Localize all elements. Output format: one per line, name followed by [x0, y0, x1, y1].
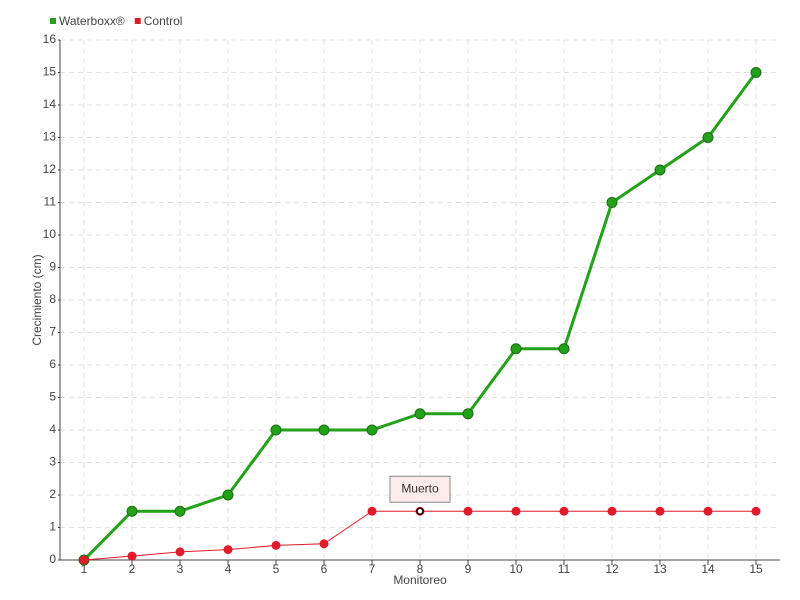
- x-tick-label: 7: [369, 562, 376, 576]
- x-tick-label: 5: [273, 562, 280, 576]
- data-point: [654, 164, 666, 176]
- y-tick-label: 3: [49, 455, 56, 469]
- y-tick-label: 7: [49, 325, 56, 339]
- data-point: [510, 343, 522, 355]
- data-point: [558, 343, 570, 355]
- data-point: [366, 424, 378, 436]
- x-tick-label: 12: [605, 562, 619, 576]
- data-point: [126, 505, 138, 517]
- data-point: [463, 506, 473, 516]
- y-axis-label: Crecimiento (cm): [30, 254, 44, 345]
- data-point: [750, 67, 762, 78]
- y-tick-label: 10: [43, 227, 57, 241]
- x-tick-label: 3: [177, 562, 184, 576]
- data-point: [751, 506, 761, 516]
- legend-swatch: [50, 18, 56, 24]
- data-point: [655, 506, 665, 516]
- x-tick-label: 9: [465, 562, 472, 576]
- y-tick-label: 11: [44, 195, 57, 209]
- data-point: [559, 506, 569, 516]
- x-tick-label: 10: [509, 562, 523, 576]
- data-point: [127, 551, 137, 561]
- data-point: [174, 505, 186, 517]
- data-point: [367, 506, 377, 516]
- data-point: [462, 408, 474, 420]
- y-tick-label: 8: [49, 292, 56, 306]
- y-tick-label: 9: [49, 260, 56, 274]
- y-tick-label: 14: [43, 97, 57, 111]
- x-tick-label: 2: [129, 562, 136, 576]
- data-point: [270, 424, 282, 436]
- data-point: [79, 555, 89, 565]
- x-tick-label: 6: [321, 562, 328, 576]
- y-tick-label: 4: [49, 422, 56, 436]
- y-tick-label: 16: [43, 32, 57, 46]
- y-tick-label: 1: [49, 520, 56, 534]
- data-point: [606, 197, 618, 208]
- y-tick-label: 13: [43, 130, 57, 144]
- annotation-marker: [416, 507, 424, 515]
- data-point: [223, 545, 233, 555]
- legend-swatch: [134, 18, 141, 24]
- data-point: [271, 540, 281, 550]
- data-point: [318, 424, 330, 436]
- data-point: [607, 506, 617, 516]
- x-tick-label: 8: [417, 562, 424, 576]
- y-tick-label: 6: [49, 357, 56, 371]
- annotation-text: Muerto: [401, 481, 439, 495]
- legend-label: Waterboxx®: [59, 14, 125, 28]
- y-tick-label: 15: [43, 65, 57, 79]
- data-point: [319, 539, 329, 549]
- y-tick-label: 2: [49, 487, 56, 501]
- x-tick-label: 15: [749, 562, 763, 576]
- data-point: [222, 489, 234, 501]
- data-point: [511, 506, 521, 516]
- x-tick-label: 11: [558, 562, 571, 576]
- legend-label: Control: [144, 14, 183, 28]
- x-tick-label: 13: [653, 562, 667, 576]
- y-tick-label: 5: [49, 390, 56, 404]
- x-axis-label: Monitoreo: [393, 573, 447, 587]
- data-point: [703, 506, 713, 516]
- data-point: [175, 547, 185, 557]
- data-point: [414, 408, 426, 420]
- y-tick-label: 0: [49, 552, 56, 566]
- annotation-box: [389, 475, 451, 503]
- x-tick-label: 14: [701, 562, 715, 576]
- x-tick-label: 1: [81, 562, 88, 576]
- data-point: [702, 132, 714, 143]
- y-tick-label: 12: [43, 162, 57, 176]
- x-tick-label: 4: [225, 562, 232, 576]
